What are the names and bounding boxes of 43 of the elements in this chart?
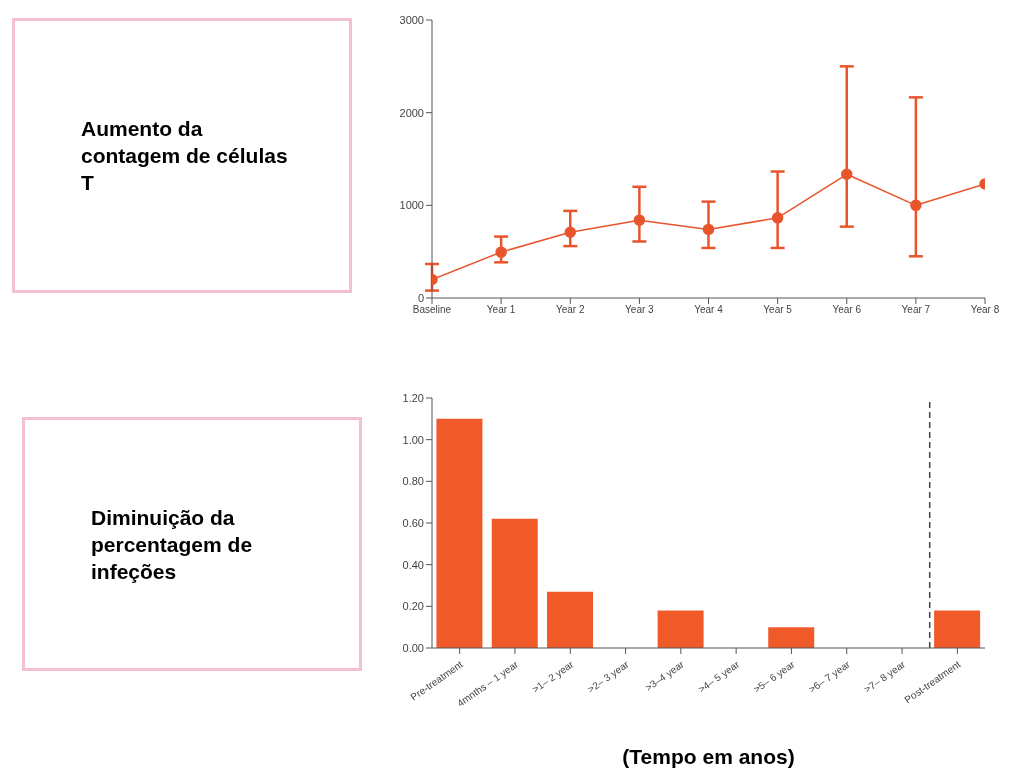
- x-tick-label: Year 3: [625, 304, 655, 316]
- y-tick-label: 0.20: [402, 600, 424, 613]
- x-tick-label: Year 5: [763, 304, 793, 316]
- point: [633, 214, 646, 226]
- x-tick-label: Year 1: [486, 304, 516, 316]
- y-tick-label: 0.60: [402, 516, 424, 529]
- point: [564, 226, 576, 238]
- y-tick-label: 0.00: [402, 641, 424, 654]
- point: [841, 168, 853, 181]
- point: [702, 223, 715, 236]
- x-tick-label: >2– 3 year: [585, 658, 632, 695]
- bar: [934, 610, 981, 648]
- point: [910, 199, 922, 212]
- y-tick-label: 1.20: [402, 391, 424, 404]
- point: [771, 212, 784, 224]
- bar: [547, 591, 594, 648]
- x-tick-label: Baseline: [412, 304, 452, 316]
- point: [495, 246, 507, 258]
- text: Diminuição da percentagem de infeções: [91, 504, 254, 585]
- x-tick-label: >5– 6 year: [751, 658, 798, 695]
- x-tick-label: Year 7: [901, 304, 931, 316]
- y-tick-label: 0.80: [402, 475, 424, 488]
- x-tick-label: >6– 7 year: [806, 658, 853, 695]
- y-tick-label: 0.40: [402, 558, 424, 571]
- x-tick-label: Year 8: [970, 304, 1000, 316]
- text: Aumento da contagem de células T: [81, 116, 289, 196]
- x-axis-title: (Tempo em anos): [621, 745, 796, 769]
- y-tick-label: 0: [417, 291, 424, 304]
- x-tick-label: Year 6: [832, 304, 862, 316]
- x-tick-label: >7– 8 year: [861, 658, 908, 695]
- y-tick-label: 3000: [399, 13, 424, 26]
- x-tick-label: Year 2: [555, 304, 585, 316]
- x-tick-label: >1– 2 year: [530, 658, 576, 695]
- bar: [657, 610, 704, 648]
- bar: [436, 418, 483, 648]
- x-tick-label: Year 4: [694, 304, 724, 316]
- y-tick-label: 1.00: [402, 433, 424, 446]
- x-tick-label: >3–4 year: [643, 658, 687, 694]
- x-tick-label: >4– 5 year: [696, 658, 742, 695]
- bar: [768, 627, 815, 648]
- y-tick-label: 1000: [399, 199, 424, 212]
- bar: [491, 518, 538, 648]
- y-tick-label: 2000: [399, 106, 424, 119]
